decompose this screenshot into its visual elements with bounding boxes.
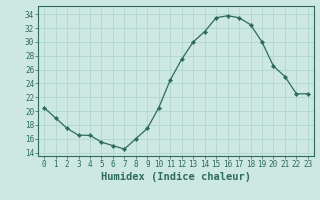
X-axis label: Humidex (Indice chaleur): Humidex (Indice chaleur) [101, 172, 251, 182]
